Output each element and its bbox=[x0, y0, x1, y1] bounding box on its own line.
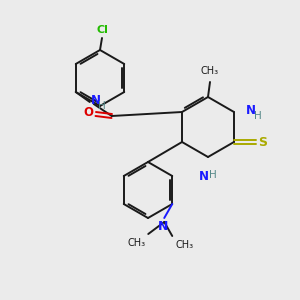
Text: H: H bbox=[98, 101, 106, 111]
Text: H: H bbox=[209, 170, 217, 180]
Text: N: N bbox=[199, 170, 209, 183]
Text: H: H bbox=[254, 111, 262, 121]
Text: CH₃: CH₃ bbox=[175, 240, 194, 250]
Text: N: N bbox=[158, 220, 168, 233]
Text: N: N bbox=[91, 94, 101, 107]
Text: CH₃: CH₃ bbox=[127, 238, 145, 248]
Text: N: N bbox=[246, 103, 256, 116]
Text: Cl: Cl bbox=[96, 25, 108, 35]
Text: S: S bbox=[259, 136, 268, 148]
Text: CH₃: CH₃ bbox=[201, 66, 219, 76]
Text: O: O bbox=[84, 106, 94, 119]
